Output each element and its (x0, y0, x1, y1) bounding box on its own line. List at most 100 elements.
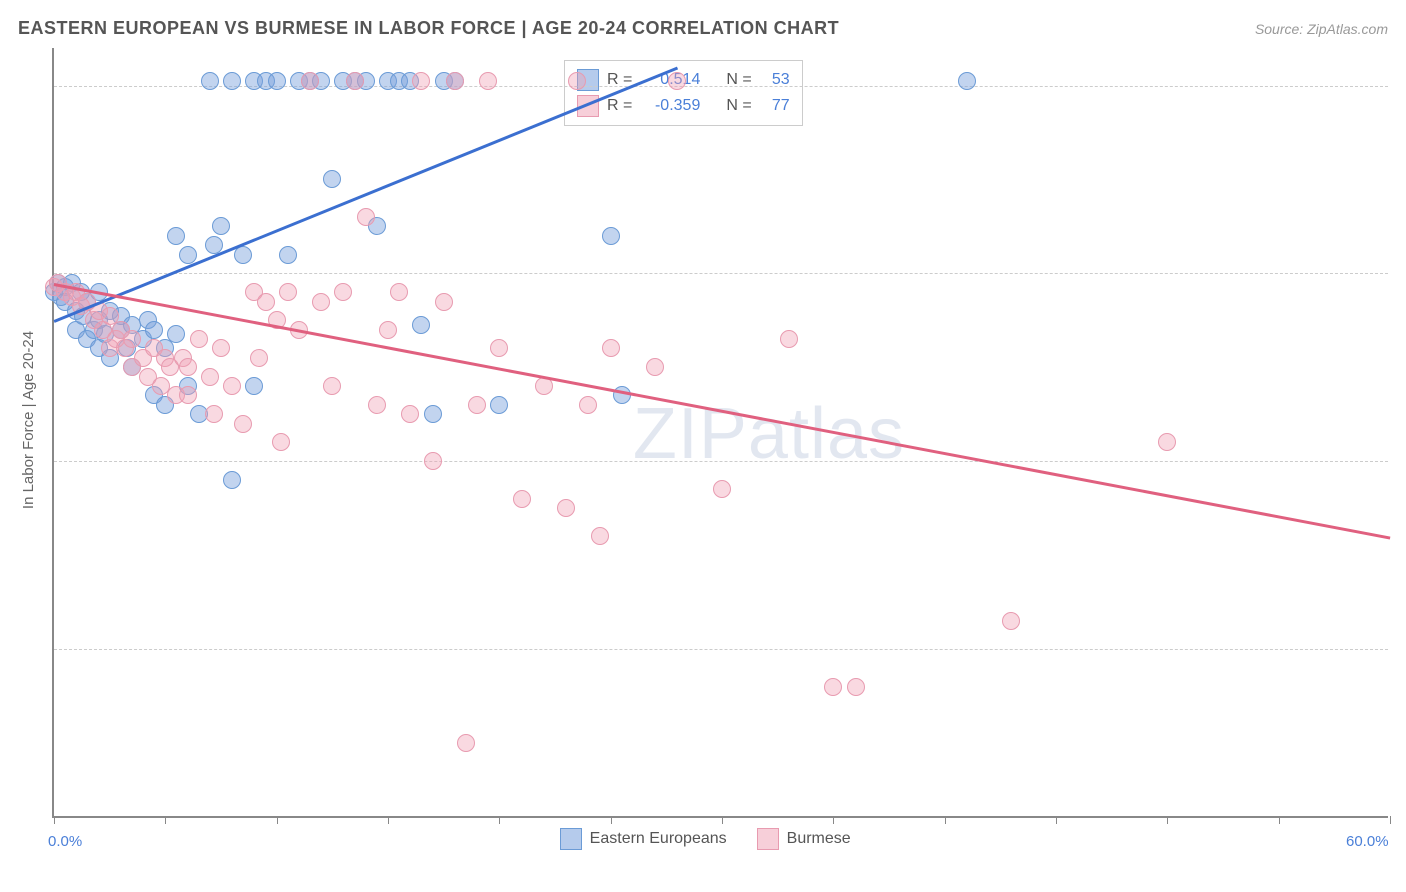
data-point (1002, 612, 1020, 630)
data-point (167, 325, 185, 343)
x-tick (1167, 816, 1168, 824)
chart-source: Source: ZipAtlas.com (1255, 21, 1388, 37)
x-tick (1390, 816, 1391, 824)
data-point (379, 321, 397, 339)
x-tick-label: 60.0% (1346, 833, 1389, 850)
legend-swatch (560, 828, 582, 850)
data-point (323, 170, 341, 188)
data-point (223, 377, 241, 395)
data-point (457, 734, 475, 752)
data-point (579, 396, 597, 414)
data-point (234, 415, 252, 433)
data-point (513, 490, 531, 508)
data-point (250, 349, 268, 367)
data-point (557, 499, 575, 517)
gridline (54, 461, 1388, 462)
plot-area: R =0.514N =53R =-0.359N =77 ZIPatlas 40.… (52, 48, 1388, 818)
data-point (468, 396, 486, 414)
x-tick (1279, 816, 1280, 824)
data-point (245, 377, 263, 395)
y-tick-label: 60.0% (1398, 481, 1406, 498)
data-point (713, 480, 731, 498)
y-tick-label: 100.0% (1398, 105, 1406, 122)
data-point (490, 396, 508, 414)
data-point (123, 330, 141, 348)
x-tick (1056, 816, 1057, 824)
data-point (205, 405, 223, 423)
data-point (301, 72, 319, 90)
data-point (272, 433, 290, 451)
data-point (424, 452, 442, 470)
x-tick (277, 816, 278, 824)
data-point (234, 246, 252, 264)
data-point (223, 471, 241, 489)
chart-header: EASTERN EUROPEAN VS BURMESE IN LABOR FOR… (18, 18, 1388, 39)
data-point (334, 283, 352, 301)
legend-r-value: -0.359 (640, 97, 700, 115)
legend-n-label: N = (726, 97, 751, 115)
x-tick (722, 816, 723, 824)
x-tick (165, 816, 166, 824)
data-point (279, 283, 297, 301)
x-tick (611, 816, 612, 824)
data-point (490, 339, 508, 357)
data-point (279, 246, 297, 264)
y-axis-label: In Labor Force | Age 20-24 (20, 331, 37, 509)
data-point (223, 72, 241, 90)
data-point (212, 339, 230, 357)
data-point (257, 293, 275, 311)
legend-r-label: R = (607, 97, 632, 115)
data-point (412, 72, 430, 90)
watermark: ZIPatlas (633, 393, 905, 475)
trend-line (54, 283, 1390, 539)
x-tick (945, 816, 946, 824)
series-legend-item: Burmese (757, 828, 851, 850)
data-point (479, 72, 497, 90)
chart-title: EASTERN EUROPEAN VS BURMESE IN LABOR FOR… (18, 18, 839, 39)
data-point (1158, 433, 1176, 451)
data-point (201, 72, 219, 90)
data-point (357, 208, 375, 226)
data-point (591, 527, 609, 545)
y-tick-label: 80.0% (1398, 293, 1406, 310)
data-point (201, 368, 219, 386)
x-tick (388, 816, 389, 824)
x-tick (833, 816, 834, 824)
legend-swatch (757, 828, 779, 850)
data-point (179, 386, 197, 404)
data-point (824, 678, 842, 696)
x-tick (499, 816, 500, 824)
data-point (424, 405, 442, 423)
data-point (323, 377, 341, 395)
data-point (268, 72, 286, 90)
data-point (401, 405, 419, 423)
legend-n-value: 77 (760, 97, 790, 115)
correlation-legend: R =0.514N =53R =-0.359N =77 (564, 60, 803, 126)
series-legend-item: Eastern Europeans (560, 828, 727, 850)
x-tick-label: 0.0% (48, 833, 82, 850)
data-point (780, 330, 798, 348)
series-legend-label: Burmese (787, 830, 851, 848)
data-point (646, 358, 664, 376)
data-point (568, 72, 586, 90)
gridline (54, 649, 1388, 650)
data-point (435, 293, 453, 311)
data-point (312, 293, 330, 311)
data-point (212, 217, 230, 235)
data-point (958, 72, 976, 90)
data-point (602, 227, 620, 245)
data-point (368, 396, 386, 414)
x-tick (54, 816, 55, 824)
data-point (190, 330, 208, 348)
gridline (54, 273, 1388, 274)
data-point (145, 321, 163, 339)
data-point (446, 72, 464, 90)
data-point (847, 678, 865, 696)
data-point (179, 358, 197, 376)
data-point (167, 227, 185, 245)
data-point (668, 72, 686, 90)
data-point (390, 283, 408, 301)
series-legend: Eastern Europeans Burmese (560, 828, 851, 850)
trend-line (54, 67, 678, 323)
data-point (602, 339, 620, 357)
